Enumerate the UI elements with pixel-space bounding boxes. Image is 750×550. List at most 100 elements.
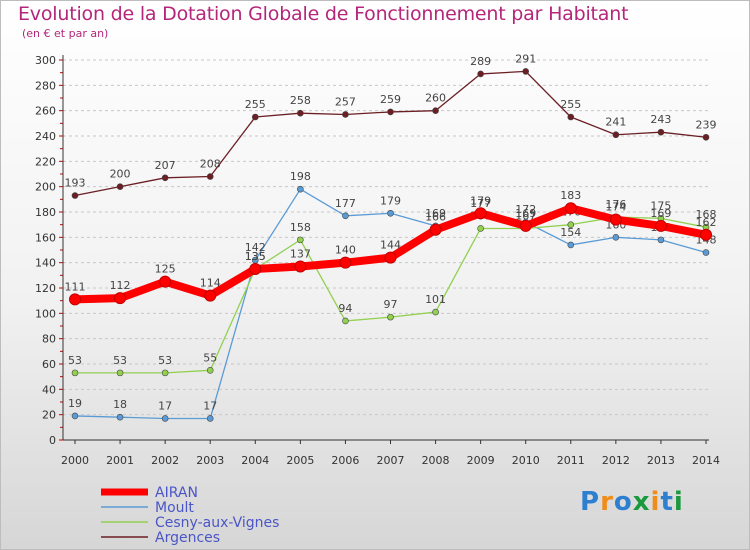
legend-label: AIRAN <box>155 485 198 501</box>
data-label: 289 <box>470 55 491 68</box>
data-label: 193 <box>65 177 86 190</box>
data-point <box>71 192 79 199</box>
data-label: 125 <box>155 263 176 276</box>
data-label: 53 <box>68 354 82 367</box>
data-point <box>69 293 81 306</box>
data-label: 53 <box>158 354 172 367</box>
x-tick-label: 2011 <box>557 454 585 467</box>
data-label: 154 <box>560 226 581 239</box>
logo-letter: i <box>650 487 661 517</box>
data-label: 177 <box>470 197 491 210</box>
data-point <box>702 249 710 256</box>
y-tick-label: 220 <box>35 155 56 168</box>
x-tick-label: 2006 <box>331 454 359 467</box>
data-label: 260 <box>425 92 446 105</box>
y-tick-label: 40 <box>42 383 56 396</box>
y-tick-label: 160 <box>35 231 56 244</box>
data-point <box>387 209 394 217</box>
data-point <box>251 113 259 121</box>
data-point <box>654 219 667 232</box>
data-label: 259 <box>380 93 401 106</box>
y-tick-label: 280 <box>35 79 56 92</box>
data-label: 94 <box>338 302 352 315</box>
y-tick-label: 0 <box>49 434 56 447</box>
data-label: 135 <box>245 250 266 263</box>
data-label: 19 <box>68 397 82 410</box>
data-point <box>294 260 307 273</box>
x-tick-label: 2008 <box>422 454 450 467</box>
data-label: 137 <box>290 247 311 260</box>
data-point <box>161 415 169 422</box>
data-point <box>387 313 394 321</box>
logo-letter: t <box>660 487 674 517</box>
data-label: 179 <box>380 194 401 207</box>
data-label: 179 <box>470 194 491 207</box>
data-point <box>567 241 575 249</box>
data-point <box>657 236 665 244</box>
data-label: 208 <box>200 158 221 171</box>
logo-letter: x <box>632 487 651 517</box>
data-point <box>161 369 169 377</box>
proxiti-logo: Proxiti <box>580 487 684 517</box>
data-label: 172 <box>515 203 536 216</box>
data-point <box>204 289 217 302</box>
y-tick-label: 260 <box>35 105 56 118</box>
data-point <box>71 412 79 420</box>
data-point <box>429 223 442 236</box>
data-label: 176 <box>605 198 626 211</box>
data-label: 144 <box>380 239 401 252</box>
data-label: 114 <box>200 277 221 290</box>
y-tick-label: 140 <box>35 257 56 270</box>
series-line-argences <box>74 70 707 197</box>
data-label: 142 <box>245 241 266 254</box>
data-point <box>114 292 127 305</box>
data-label: 257 <box>335 95 356 108</box>
legend-label: Argences <box>155 530 220 546</box>
data-point <box>432 107 439 114</box>
data-label: 243 <box>650 113 671 126</box>
data-label: 200 <box>110 168 131 181</box>
data-point <box>116 183 124 190</box>
legend-label: Moult <box>155 500 194 516</box>
data-point <box>477 70 484 78</box>
chart-title: Evolution de la Dotation Globale de Fonc… <box>18 3 629 25</box>
data-label: 239 <box>696 118 717 131</box>
data-label: 135 <box>245 250 266 263</box>
data-label: 17 <box>158 399 172 412</box>
y-tick-label: 300 <box>35 54 56 67</box>
data-label: 17 <box>203 399 217 412</box>
data-label: 158 <box>290 221 311 234</box>
data-label: 175 <box>650 199 671 212</box>
data-point <box>159 275 172 288</box>
data-label: 241 <box>605 116 626 129</box>
data-point <box>657 128 665 136</box>
x-tick-label: 2002 <box>151 454 179 467</box>
data-point <box>612 234 620 241</box>
data-point <box>567 221 575 228</box>
data-point <box>71 369 79 377</box>
data-label: 166 <box>425 211 446 224</box>
logo-letter: P <box>580 487 601 517</box>
y-tick-label: 180 <box>35 206 56 219</box>
data-point <box>609 213 622 226</box>
x-tick-label: 2009 <box>467 454 495 467</box>
x-tick-label: 2007 <box>377 454 405 467</box>
data-point <box>564 202 577 215</box>
data-label: 162 <box>696 216 717 229</box>
data-label: 169 <box>515 207 536 220</box>
data-point <box>384 251 397 264</box>
data-label: 169 <box>425 207 446 220</box>
data-point <box>432 308 439 316</box>
data-point <box>116 413 124 421</box>
data-label: 258 <box>290 94 311 107</box>
x-tick-label: 2003 <box>196 454 224 467</box>
logo-letter: o <box>613 487 633 517</box>
data-point <box>567 113 575 121</box>
data-point <box>342 212 349 220</box>
data-point <box>339 256 352 269</box>
data-label: 55 <box>203 351 217 364</box>
y-tick-label: 200 <box>35 181 56 194</box>
data-point <box>519 219 532 232</box>
